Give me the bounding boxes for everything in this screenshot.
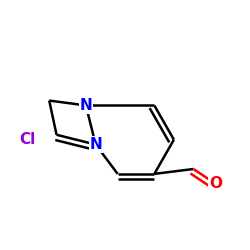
Text: Cl: Cl <box>19 132 35 147</box>
Text: N: N <box>80 98 92 113</box>
Text: N: N <box>89 137 102 152</box>
Text: O: O <box>209 176 222 191</box>
